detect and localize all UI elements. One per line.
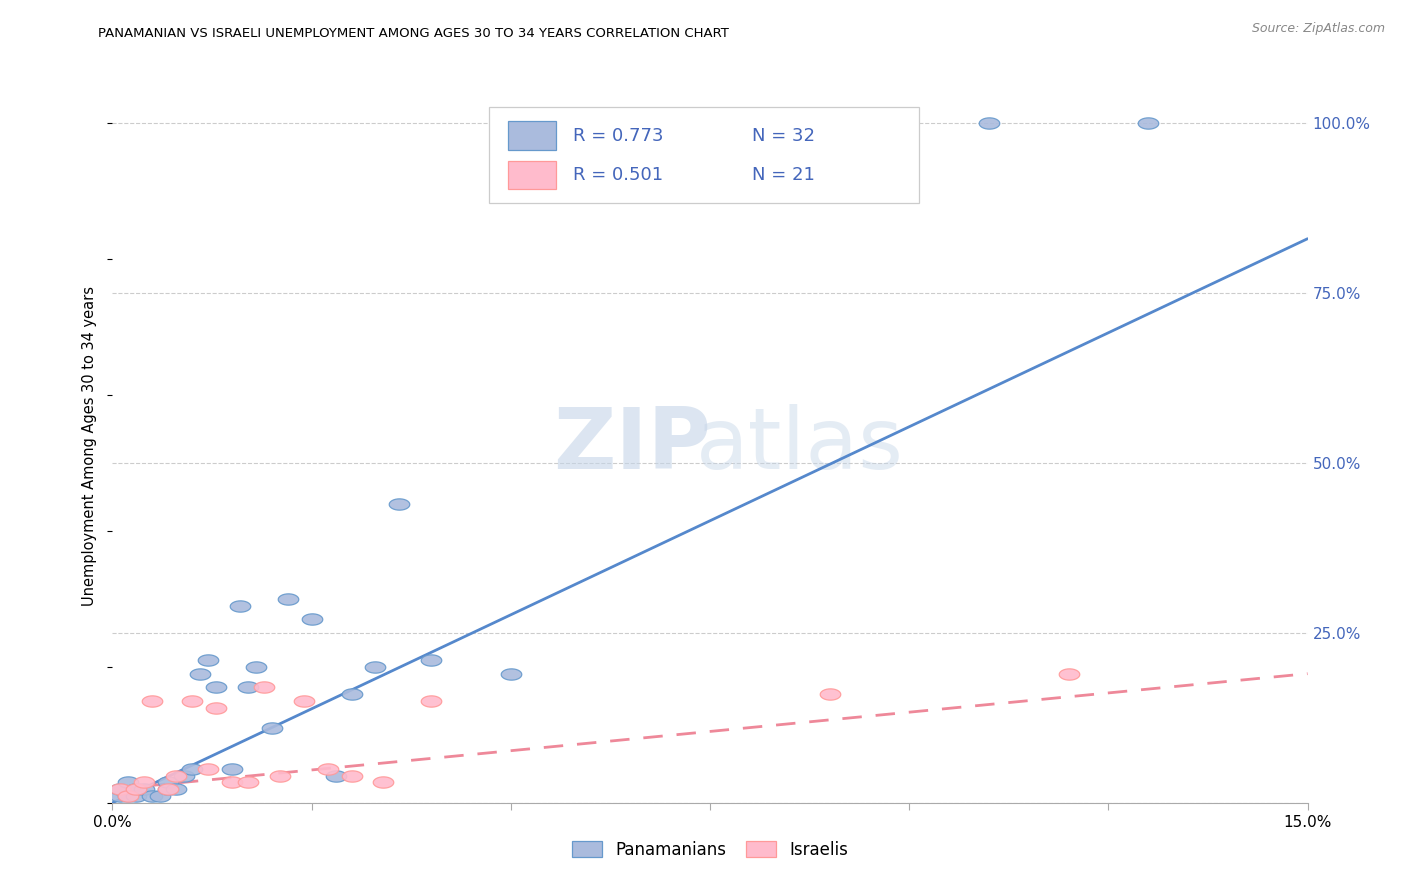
Point <box>236 680 259 694</box>
Point <box>221 775 243 789</box>
Point <box>292 694 315 708</box>
Point <box>157 782 180 797</box>
Point <box>373 775 395 789</box>
Point <box>260 721 283 735</box>
Point <box>157 782 180 797</box>
Y-axis label: Unemployment Among Ages 30 to 34 years: Unemployment Among Ages 30 to 34 years <box>82 286 97 606</box>
Text: PANAMANIAN VS ISRAELI UNEMPLOYMENT AMONG AGES 30 TO 34 YEARS CORRELATION CHART: PANAMANIAN VS ISRAELI UNEMPLOYMENT AMONG… <box>98 27 730 40</box>
Point <box>420 694 443 708</box>
FancyBboxPatch shape <box>508 161 555 189</box>
Point <box>499 666 522 681</box>
Point <box>269 769 291 783</box>
Point <box>173 769 195 783</box>
Legend: Panamanians, Israelis: Panamanians, Israelis <box>565 835 855 866</box>
Text: R = 0.501: R = 0.501 <box>572 166 662 184</box>
FancyBboxPatch shape <box>508 121 555 150</box>
Point <box>420 653 443 667</box>
Point <box>117 775 139 789</box>
Point <box>110 789 132 803</box>
Point <box>165 769 187 783</box>
Point <box>149 789 172 803</box>
Point <box>205 700 228 714</box>
Point <box>110 782 132 797</box>
Point <box>325 769 347 783</box>
Point <box>125 782 148 797</box>
Point <box>197 653 219 667</box>
Text: N = 32: N = 32 <box>752 127 815 145</box>
Point <box>141 694 163 708</box>
Point <box>221 762 243 776</box>
FancyBboxPatch shape <box>489 107 920 203</box>
Point <box>141 789 163 803</box>
Point <box>301 612 323 626</box>
Point <box>117 789 139 803</box>
Text: Source: ZipAtlas.com: Source: ZipAtlas.com <box>1251 22 1385 36</box>
Point <box>181 762 204 776</box>
Point <box>197 762 219 776</box>
Point <box>117 789 139 803</box>
Point <box>388 497 411 511</box>
Point <box>1137 116 1160 130</box>
Point <box>188 666 211 681</box>
Text: N = 21: N = 21 <box>752 166 814 184</box>
Point <box>134 775 156 789</box>
Point <box>340 769 363 783</box>
Point <box>125 782 148 797</box>
Point <box>110 782 132 797</box>
Point <box>157 775 180 789</box>
Point <box>253 680 276 694</box>
Point <box>236 775 259 789</box>
Point <box>364 660 387 674</box>
Point <box>125 789 148 803</box>
Point <box>340 687 363 701</box>
Point <box>316 762 339 776</box>
Point <box>165 782 187 797</box>
Point <box>977 116 1000 130</box>
Point <box>181 694 204 708</box>
Point <box>229 599 252 613</box>
Point <box>205 680 228 694</box>
Point <box>245 660 267 674</box>
Text: atlas: atlas <box>696 404 904 488</box>
Point <box>1057 666 1080 681</box>
Point <box>277 591 299 606</box>
Text: R = 0.773: R = 0.773 <box>572 127 664 145</box>
Point <box>818 687 841 701</box>
Point <box>134 782 156 797</box>
Text: ZIP: ZIP <box>554 404 711 488</box>
